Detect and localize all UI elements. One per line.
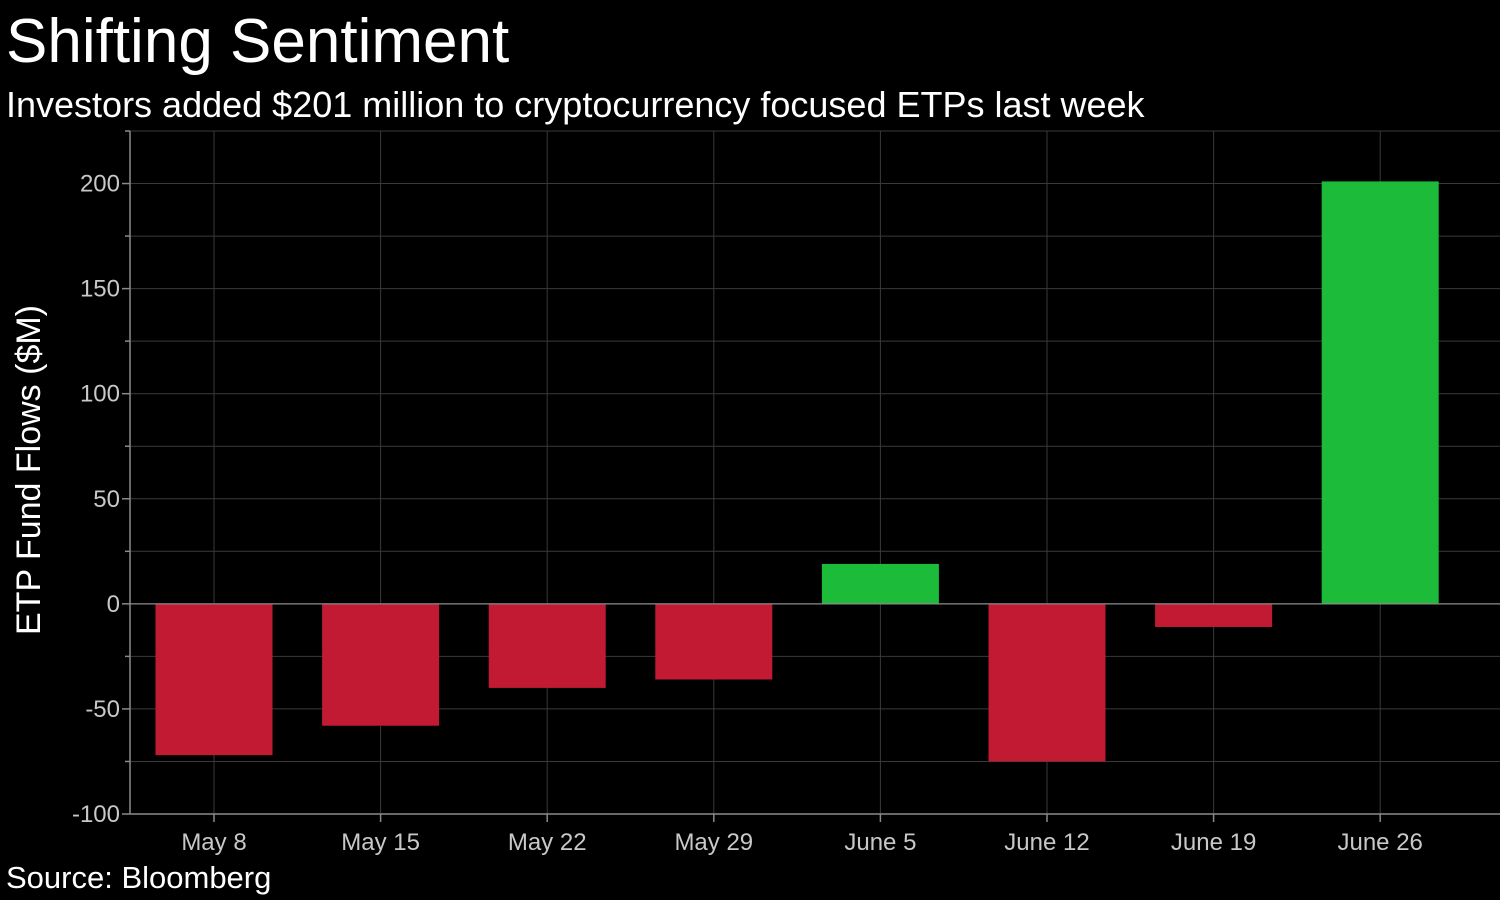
chart-title: Shifting Sentiment <box>6 7 510 76</box>
x-tick-label: June 19 <box>1171 829 1256 856</box>
y-tick-label: -100 <box>72 801 120 828</box>
x-tick-label: June 5 <box>844 829 916 856</box>
y-axis-title: ETP Fund Flows ($M) <box>10 305 48 635</box>
x-tick-label: June 26 <box>1337 829 1422 856</box>
bar-may-22 <box>488 603 606 688</box>
bar-june-26 <box>1321 181 1439 604</box>
y-tick-label: 150 <box>80 276 120 303</box>
bar-may-8 <box>155 603 273 756</box>
bar-may-29 <box>655 603 773 680</box>
bar-june-19 <box>1155 603 1273 627</box>
x-tick-label: May 29 <box>674 829 753 856</box>
axes <box>122 130 1500 822</box>
y-tick-label: 200 <box>80 171 120 198</box>
source-note: Source: Bloomberg <box>6 860 272 895</box>
bars <box>155 181 1439 762</box>
y-tick-label: -50 <box>85 696 120 723</box>
x-tick-label: May 8 <box>181 829 246 856</box>
x-tick-label: June 12 <box>1004 829 1089 856</box>
bar-june-12 <box>988 603 1106 762</box>
tick-labels: 200 150 100 50 0 -50 -100 May 8 May 15 May 22 May … <box>72 171 1423 856</box>
y-tick-label: 0 <box>107 591 120 618</box>
y-tick-label: 100 <box>80 381 120 408</box>
y-tick-label: 50 <box>93 486 120 513</box>
chart-subtitle: Investors added $201 million to cryptocu… <box>6 84 1145 125</box>
bar-june-5 <box>821 563 939 604</box>
bar-may-15 <box>322 603 440 726</box>
x-tick-label: May 15 <box>341 829 420 856</box>
x-tick-label: May 22 <box>508 829 587 856</box>
